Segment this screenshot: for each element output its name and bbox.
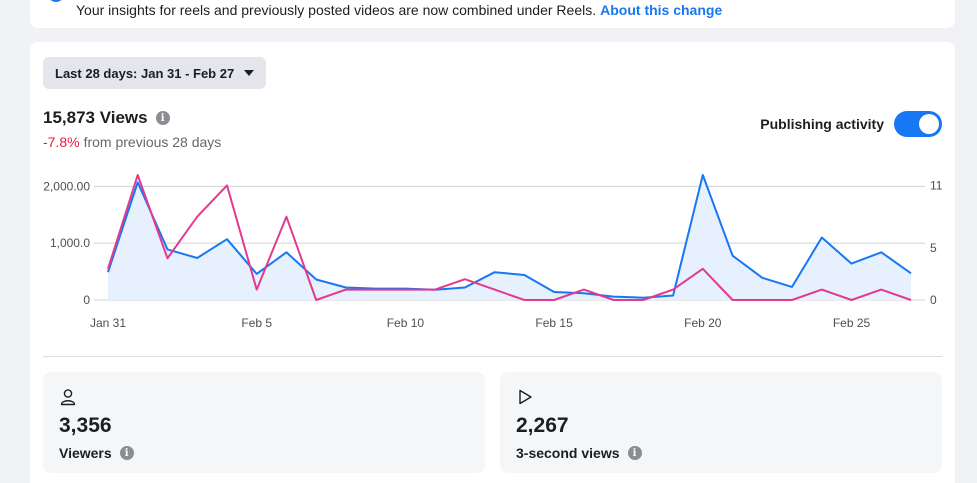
info-icon[interactable]: i	[627, 446, 642, 460]
views-metric: 15,873 Views i	[43, 108, 170, 128]
series-0-line	[107, 174, 912, 299]
notice-accent-icon	[48, 0, 64, 2]
person-icon	[60, 389, 76, 406]
y-left-tick-label: 0	[83, 293, 90, 307]
notice-text: Your insights for reels and previously p…	[76, 2, 722, 18]
3s-views-label-row: 3-second views i	[516, 445, 642, 461]
series-0-area	[108, 175, 911, 300]
y-right-tick-label: 0	[930, 293, 937, 307]
publishing-activity: Publishing activity	[760, 111, 942, 137]
date-range-label: Last 28 days: Jan 31 - Feb 27	[55, 65, 235, 81]
publishing-activity-label: Publishing activity	[760, 116, 884, 132]
x-tick-label: Feb 15	[535, 316, 573, 330]
x-tick-label: Jan 31	[90, 316, 126, 330]
change-percent: -7.8%	[43, 134, 80, 150]
views-card: Last 28 days: Jan 31 - Feb 27 15,873 Vie…	[30, 42, 955, 483]
notice-message: Your insights for reels and previously p…	[76, 2, 597, 18]
play-icon	[519, 389, 532, 405]
views-change: -7.8% from previous 28 days	[43, 134, 221, 150]
3s-views-label: 3-second views	[516, 445, 620, 461]
stat-card-3s-views: 2,267 3-second views i	[500, 372, 942, 473]
x-tick-label: Feb 25	[833, 316, 871, 330]
about-change-link[interactable]: About this change	[600, 2, 723, 18]
y-right-tick-label: 11	[930, 178, 943, 192]
info-icon[interactable]: i	[119, 446, 134, 460]
change-suffix: from previous 28 days	[83, 134, 222, 150]
viewers-label: Viewers	[59, 445, 112, 461]
caret-down-icon	[244, 70, 255, 76]
views-total: 15,873 Views	[43, 108, 148, 127]
toggle-knob	[919, 114, 939, 134]
viewers-label-row: Viewers i	[59, 445, 134, 461]
x-tick-label: Feb 20	[684, 316, 722, 330]
insights-notice: Your insights for reels and previously p…	[30, 0, 955, 28]
y-left-tick-label: 2,000.00	[43, 179, 90, 193]
y-left-tick-label: 1,000.0	[50, 236, 90, 250]
x-tick-label: Feb 5	[241, 316, 272, 330]
x-tick-label: Feb 10	[387, 316, 425, 330]
series-1-line	[107, 174, 912, 301]
info-icon[interactable]: i	[155, 111, 170, 125]
date-range-dropdown[interactable]: Last 28 days: Jan 31 - Feb 27	[43, 57, 267, 89]
divider	[43, 356, 942, 357]
y-right-tick-label: 5	[930, 241, 937, 255]
publishing-activity-toggle[interactable]	[894, 111, 942, 137]
stat-card-viewers: 3,356 Viewers i	[43, 372, 485, 473]
3s-views-value: 2,267	[516, 414, 569, 437]
viewers-value: 3,356	[59, 414, 112, 437]
